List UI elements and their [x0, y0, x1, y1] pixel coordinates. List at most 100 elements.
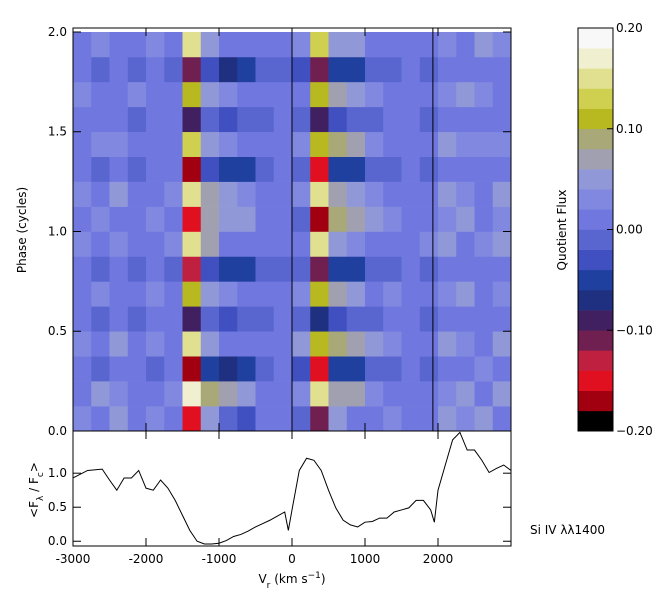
heat-cell [219, 281, 238, 307]
heat-cell [73, 81, 92, 108]
heat-cell [328, 381, 348, 407]
heat-cell [164, 181, 183, 207]
heat-cell [182, 256, 202, 282]
heat-cell [419, 156, 439, 182]
colorbar-tick-label: 0.20 [616, 21, 643, 35]
heat-cell [146, 56, 165, 83]
heat-cell [200, 331, 220, 357]
heat-cell [346, 31, 366, 58]
heat-cell [109, 181, 129, 207]
heat-cell [401, 406, 421, 432]
heat-cell [200, 131, 220, 157]
heat-cell [492, 281, 512, 307]
heat-cell [292, 231, 311, 257]
heat-cell [273, 206, 293, 232]
heat-cell [328, 306, 348, 332]
heat-cell [365, 231, 384, 257]
heat-cell [200, 231, 220, 257]
heat-cell [401, 156, 421, 182]
heat-cell [346, 306, 366, 332]
heat-cell [182, 81, 202, 108]
heat-cell [365, 206, 384, 232]
heat-cell [328, 281, 348, 307]
heat-cell [346, 81, 366, 108]
heat-cell [237, 356, 256, 382]
heat-cell [346, 106, 366, 133]
heat-cell [346, 256, 366, 282]
colorbar-tick-label: 0.00 [616, 223, 643, 237]
heat-cell [127, 306, 147, 332]
heat-cell [419, 56, 439, 83]
heat-cell [346, 406, 366, 432]
heat-cell [456, 381, 475, 407]
heat-cell [219, 181, 238, 207]
y-axis-label: Phase (cycles) [15, 187, 29, 273]
heat-cell [474, 156, 494, 182]
heat-cell [346, 381, 366, 407]
heat-cell [146, 281, 165, 307]
x-axis-label-part: ) [321, 572, 326, 586]
colorbar-swatch [578, 390, 613, 412]
heat-cell [419, 406, 439, 432]
heat-cell [109, 406, 129, 432]
heat-cell [182, 281, 202, 307]
heat-cell [383, 81, 402, 108]
heat-cell [164, 306, 183, 332]
heat-cell [419, 181, 439, 207]
heat-cell [146, 81, 165, 108]
heat-cell [365, 381, 384, 407]
heat-cell [109, 81, 129, 108]
heat-cell [200, 156, 220, 182]
heat-cell [182, 381, 202, 407]
heat-cell [73, 231, 92, 257]
heat-cell [273, 281, 293, 307]
heat-cell [310, 81, 329, 108]
heat-cell [310, 31, 329, 58]
heat-cell [492, 381, 512, 407]
heat-cell [109, 131, 129, 157]
heat-cell [255, 256, 275, 282]
heat-cell [438, 231, 457, 257]
heat-cell [474, 356, 494, 382]
heat-cell [182, 56, 202, 83]
heat-cell [401, 381, 421, 407]
heat-cell [200, 306, 220, 332]
heat-cell [182, 106, 202, 133]
heat-cell [219, 306, 238, 332]
heat-cell [474, 231, 494, 257]
heat-cell [127, 331, 147, 357]
colorbar-swatch [578, 310, 613, 331]
lower-frame [72, 430, 512, 547]
heat-cell [401, 81, 421, 108]
heat-cell [164, 131, 183, 157]
heat-cell [73, 381, 92, 407]
heat-cell [91, 306, 110, 332]
x-axis-label: Vr (km s−1) [258, 571, 325, 591]
heat-cell [438, 381, 457, 407]
heat-cell [383, 31, 402, 58]
heat-cell [127, 206, 147, 232]
heat-cell [419, 356, 439, 382]
heat-cell [365, 31, 384, 58]
heat-cell [73, 256, 92, 282]
heat-cell [383, 206, 402, 232]
heat-cell [383, 356, 402, 382]
colorbar-swatch [578, 350, 613, 371]
heat-cell [401, 231, 421, 257]
heat-cell [219, 331, 238, 357]
heat-cell [438, 56, 457, 83]
heat-cell [109, 206, 129, 232]
heat-cell [237, 56, 256, 83]
heat-cell [127, 131, 147, 157]
heat-cell [346, 131, 366, 157]
heat-cell [219, 106, 238, 133]
heat-cell [164, 81, 183, 108]
heat-cell [146, 131, 165, 157]
colorbar-swatch [578, 189, 613, 210]
heat-cell [401, 306, 421, 332]
heat-cell [438, 181, 457, 207]
heat-cell [255, 406, 275, 432]
heat-cell [365, 406, 384, 432]
heat-cell [255, 81, 275, 108]
